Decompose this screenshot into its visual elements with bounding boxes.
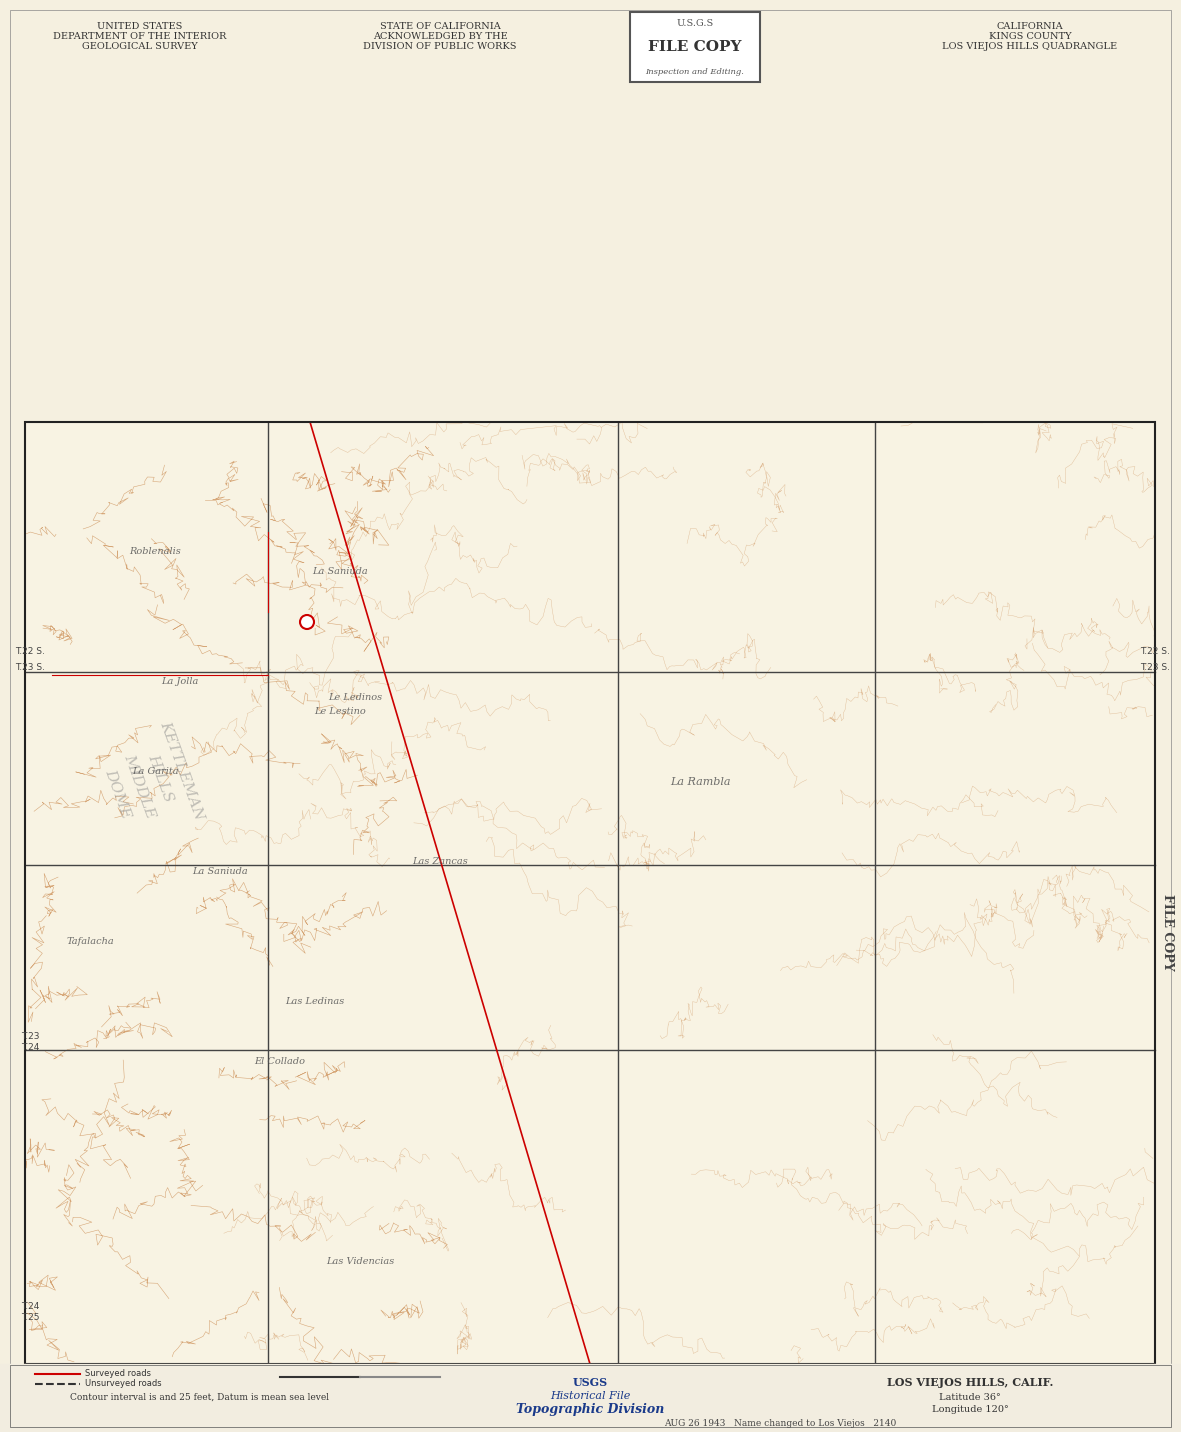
- Text: Le Ledinos: Le Ledinos: [328, 693, 383, 702]
- Text: AUG 26 1943   Name changed to Los Viejos   2140: AUG 26 1943 Name changed to Los Viejos 2…: [664, 1419, 896, 1429]
- Text: Longitude 120°: Longitude 120°: [932, 1405, 1009, 1415]
- Text: T.22 S.: T.22 S.: [1140, 647, 1170, 656]
- Text: DIVISION OF PUBLIC WORKS: DIVISION OF PUBLIC WORKS: [364, 42, 517, 52]
- Text: CALIFORNIA: CALIFORNIA: [997, 21, 1063, 32]
- Text: Latitude 36°: Latitude 36°: [939, 1392, 1000, 1402]
- Text: La Garita: La Garita: [132, 768, 178, 776]
- Text: Topographic Division: Topographic Division: [516, 1403, 664, 1416]
- Bar: [25, 422, 1155, 1365]
- Text: USGS: USGS: [573, 1376, 607, 1388]
- Text: FILE COPY: FILE COPY: [1161, 894, 1174, 971]
- Text: Las Videncias: Las Videncias: [326, 1257, 394, 1266]
- Text: Contour interval is and 25 feet, Datum is mean sea level: Contour interval is and 25 feet, Datum i…: [71, 1392, 329, 1402]
- Text: DEPARTMENT OF THE INTERIOR: DEPARTMENT OF THE INTERIOR: [53, 32, 227, 42]
- Text: T.24
T.25: T.24 T.25: [21, 1302, 39, 1322]
- Text: KINGS COUNTY: KINGS COUNTY: [988, 32, 1071, 42]
- Text: GEOLOGICAL SURVEY: GEOLOGICAL SURVEY: [83, 42, 198, 52]
- Bar: [0, 1365, 1181, 1432]
- Text: Inspection and Editing.: Inspection and Editing.: [646, 67, 744, 76]
- Text: U.S.G.S: U.S.G.S: [677, 20, 713, 29]
- Text: Le Lestino: Le Lestino: [314, 707, 366, 716]
- Text: El Collado: El Collado: [254, 1057, 306, 1067]
- Bar: [25, 422, 1155, 1365]
- Text: T.23 S.: T.23 S.: [1140, 663, 1170, 672]
- Text: La Saniuda: La Saniuda: [193, 868, 248, 876]
- Text: FILE COPY: FILE COPY: [648, 40, 742, 54]
- Bar: [629, 11, 761, 82]
- Text: La Rambla: La Rambla: [670, 778, 730, 788]
- Text: Tafalacha: Tafalacha: [66, 938, 113, 947]
- Bar: [9, 1365, 1172, 1428]
- Text: La Jolla: La Jolla: [162, 677, 198, 686]
- Text: UNITED STATES: UNITED STATES: [97, 21, 183, 32]
- Text: T.23
T.24: T.23 T.24: [21, 1032, 39, 1051]
- Text: La Saniuda: La Saniuda: [312, 567, 367, 577]
- Text: Surveyed roads: Surveyed roads: [85, 1369, 151, 1379]
- Text: STATE OF CALIFORNIA: STATE OF CALIFORNIA: [379, 21, 501, 32]
- Text: Roblenalis: Roblenalis: [129, 547, 181, 557]
- Text: KETTLEMAN
HILLS
MIDDLE
DOME: KETTLEMAN HILLS MIDDLE DOME: [93, 719, 207, 845]
- Text: Historical File: Historical File: [550, 1390, 631, 1400]
- Text: ACKNOWLEDGED BY THE: ACKNOWLEDGED BY THE: [373, 32, 508, 42]
- Text: T.23 S.: T.23 S.: [15, 663, 45, 672]
- Text: T.22 S.: T.22 S.: [15, 647, 45, 656]
- Text: LOS VIEJOS HILLS QUADRANGLE: LOS VIEJOS HILLS QUADRANGLE: [942, 42, 1117, 52]
- Text: LOS VIEJOS HILLS, CALIF.: LOS VIEJOS HILLS, CALIF.: [887, 1376, 1053, 1388]
- Text: Unsurveyed roads: Unsurveyed roads: [85, 1379, 162, 1389]
- Circle shape: [300, 614, 314, 629]
- Text: Las Ledinas: Las Ledinas: [286, 998, 345, 1007]
- Text: Las Zancas: Las Zancas: [412, 858, 468, 866]
